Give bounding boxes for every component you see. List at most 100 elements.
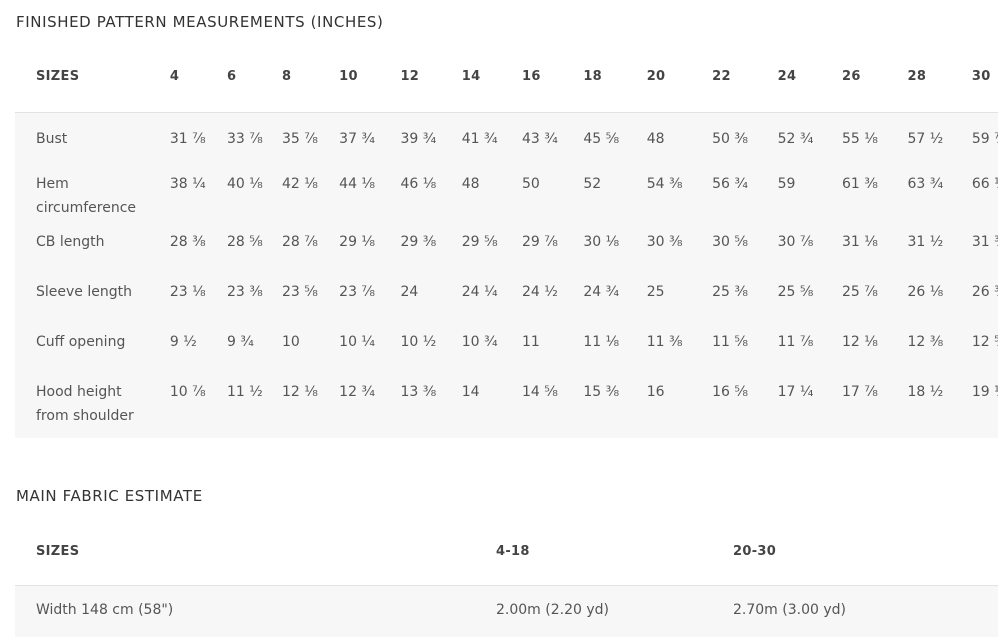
measurement-value: 11 ³⁄₈ bbox=[646, 334, 683, 350]
measurement-label: Hem circumference bbox=[36, 176, 137, 216]
size-header: 24 bbox=[777, 69, 797, 84]
measurement-value: 43 ³⁄₄ bbox=[522, 130, 558, 147]
measurement-value: 12 ¹⁄₈ bbox=[842, 334, 878, 350]
size-header: 20 bbox=[646, 69, 666, 84]
measurement-value: 44 ¹⁄₈ bbox=[339, 176, 375, 192]
measurement-value: 25 bbox=[646, 284, 665, 300]
measurement-value: 12 ¹⁄₈ bbox=[282, 384, 318, 400]
measurement-value: 28 ⁷⁄₈ bbox=[282, 234, 318, 250]
measurement-value: 57 ¹⁄₂ bbox=[907, 130, 944, 147]
size-header: 22 bbox=[712, 69, 731, 84]
measurement-value: 63 ³⁄₄ bbox=[907, 176, 944, 192]
measurement-value: 10 ⁷⁄₈ bbox=[169, 384, 206, 400]
measurement-value: 55 ¹⁄₈ bbox=[842, 130, 878, 147]
measurement-value: 9 ¹⁄₂ bbox=[169, 334, 197, 350]
measurement-value: 42 ¹⁄₈ bbox=[282, 176, 318, 192]
fabric-header-row: SIZES 4-18 20-30 bbox=[15, 529, 998, 585]
measurement-value: 31 ⁷⁄₈ bbox=[169, 130, 206, 147]
measurement-label: Sleeve length bbox=[36, 284, 132, 300]
size-header: 4 bbox=[169, 69, 180, 84]
measurement-value: 37 ³⁄₄ bbox=[339, 130, 375, 147]
measurement-value: 23 ¹⁄₈ bbox=[169, 284, 206, 300]
measurement-value: 61 ³⁄₈ bbox=[842, 176, 878, 192]
measurement-value: 35 ⁷⁄₈ bbox=[282, 130, 318, 147]
measurement-value: 29 ⁷⁄₈ bbox=[522, 234, 558, 250]
size-header: 8 bbox=[282, 69, 292, 84]
measurement-value: 66 ¹⁄₈ bbox=[971, 176, 998, 192]
measurement-value: 11 ⁵⁄₈ bbox=[712, 334, 748, 350]
measurement-value: 11 ⁷⁄₈ bbox=[777, 334, 814, 350]
measurement-value: 17 ⁷⁄₈ bbox=[842, 384, 878, 400]
measurement-value: 24 ¹⁄₂ bbox=[522, 284, 558, 300]
measurement-value: 11 ¹⁄₂ bbox=[226, 384, 263, 400]
measurement-value: 48 bbox=[461, 176, 480, 192]
size-header: 10 bbox=[339, 69, 358, 84]
measurement-value: 11 ¹⁄₈ bbox=[583, 334, 620, 350]
measurement-label: Cuff opening bbox=[36, 334, 126, 350]
spacer-cell bbox=[15, 430, 998, 438]
measurements-body: Bust 31 ⁷⁄₈ 33 ⁷⁄₈ 35 ⁷⁄₈ 37 ³⁄₄ 39 ³⁄₄ 41 ³⁄₄… bbox=[15, 112, 998, 438]
fabric-row: Width 148 cm (58") 2.00m (2.20 yd) 2.70m… bbox=[15, 585, 998, 637]
measurement-value: 29 ⁵⁄₈ bbox=[461, 234, 498, 250]
measurement-value: 25 ⁷⁄₈ bbox=[842, 284, 878, 300]
measurement-value: 28 ⁵⁄₈ bbox=[226, 234, 263, 250]
measurement-value: 30 ¹⁄₈ bbox=[583, 234, 620, 250]
measurement-value: 23 ³⁄₈ bbox=[226, 284, 263, 300]
size-header: 30 bbox=[971, 69, 991, 84]
size-header: 26 bbox=[842, 69, 861, 84]
measurement-row: Hem circumference 38 ¹⁄₄ 40 ¹⁄₈ 42 ¹⁄₈ 44 ¹⁄… bbox=[15, 162, 998, 220]
measurement-value: 31 ¹⁄₂ bbox=[907, 234, 944, 250]
measurement-value: 14 bbox=[461, 384, 480, 400]
measurement-value: 26 ¹⁄₈ bbox=[907, 284, 944, 300]
fabric-size-range-header: 20-30 bbox=[733, 544, 777, 559]
measurement-value: 10 ¹⁄₄ bbox=[339, 334, 375, 350]
measurement-row: Cuff opening 9 ¹⁄₂ 9 ³⁄₄ 10 10 ¹⁄₄ 10 ¹⁄₂ 10 ³… bbox=[15, 320, 998, 370]
measurement-value: 46 ¹⁄₈ bbox=[400, 176, 437, 192]
measurement-value: 40 ¹⁄₈ bbox=[226, 176, 263, 192]
fabric-size-range-header: 4-18 bbox=[496, 544, 530, 559]
measurement-value: 29 ¹⁄₈ bbox=[339, 234, 375, 250]
measurement-value: 45 ⁵⁄₈ bbox=[583, 130, 620, 147]
measurement-value: 38 ¹⁄₄ bbox=[169, 176, 206, 192]
fabric-row-label: Width 148 cm (58") bbox=[36, 601, 174, 618]
size-header: 16 bbox=[522, 69, 541, 84]
measurements-heading: FINISHED PATTERN MEASUREMENTS (INCHES) bbox=[16, 13, 384, 31]
measurement-row: CB length 28 ³⁄₈ 28 ⁵⁄₈ 28 ⁷⁄₈ 29 ¹⁄₈ 29 ³⁄₈ 2… bbox=[15, 220, 998, 270]
measurement-value: 33 ⁷⁄₈ bbox=[226, 130, 263, 147]
measurement-value: 41 ³⁄₄ bbox=[461, 130, 498, 147]
fabric-heading: MAIN FABRIC ESTIMATE bbox=[16, 487, 203, 505]
measurement-value: 9 ³⁄₄ bbox=[226, 334, 254, 350]
measurement-value: 23 ⁷⁄₈ bbox=[339, 284, 375, 300]
measurement-label: CB length bbox=[36, 234, 105, 250]
measurement-value: 24 ³⁄₄ bbox=[583, 284, 620, 300]
size-header: 12 bbox=[400, 69, 420, 84]
measurement-row: Bust 31 ⁷⁄₈ 33 ⁷⁄₈ 35 ⁷⁄₈ 37 ³⁄₄ 39 ³⁄₄ 41 ³⁄₄… bbox=[15, 112, 998, 162]
measurement-value: 15 ³⁄₈ bbox=[583, 384, 620, 400]
measurements-header-row: SIZES 4 6 8 10 12 14 16 18 20 22 24 26 2… bbox=[15, 56, 998, 112]
measurement-value: 30 ⁷⁄₈ bbox=[777, 234, 814, 250]
measurement-value: 12 ³⁄₄ bbox=[339, 384, 375, 400]
measurement-value: 10 bbox=[282, 334, 300, 350]
measurement-value: 28 ³⁄₈ bbox=[169, 234, 206, 250]
measurement-value: 59 ⁷⁄₈ bbox=[971, 130, 998, 147]
measurement-value: 29 ³⁄₈ bbox=[400, 234, 437, 250]
sizes-header: SIZES bbox=[36, 69, 80, 84]
measurement-value: 12 ³⁄₈ bbox=[907, 334, 944, 350]
measurement-value: 23 ⁵⁄₈ bbox=[282, 284, 318, 300]
measurement-value: 30 ⁵⁄₈ bbox=[712, 234, 748, 250]
measurement-value: 14 ⁵⁄₈ bbox=[522, 384, 558, 400]
measurement-value: 24 bbox=[400, 284, 419, 300]
size-header: 6 bbox=[226, 69, 237, 84]
measurement-row: Hood height from shoulder 10 ⁷⁄₈ 11 ¹⁄₂ 12 … bbox=[15, 370, 998, 430]
measurement-value: 17 ¹⁄₄ bbox=[777, 384, 814, 400]
size-header: 14 bbox=[461, 69, 481, 84]
fabric-estimate: 2.70m (3.00 yd) bbox=[733, 601, 846, 618]
measurement-value: 25 ⁵⁄₈ bbox=[777, 284, 814, 300]
measurement-value: 11 bbox=[522, 334, 540, 350]
measurements-table: SIZES 4 6 8 10 12 14 16 18 20 22 24 26 2… bbox=[15, 56, 998, 438]
measurement-value: 12 ⁵⁄₈ bbox=[971, 334, 998, 350]
measurement-value: 48 bbox=[646, 130, 665, 147]
measurement-row: Sleeve length 23 ¹⁄₈ 23 ³⁄₈ 23 ⁵⁄₈ 23 ⁷⁄₈ 24 2… bbox=[15, 270, 998, 320]
measurement-value: 52 bbox=[583, 176, 602, 192]
measurement-value: 50 bbox=[522, 176, 540, 192]
